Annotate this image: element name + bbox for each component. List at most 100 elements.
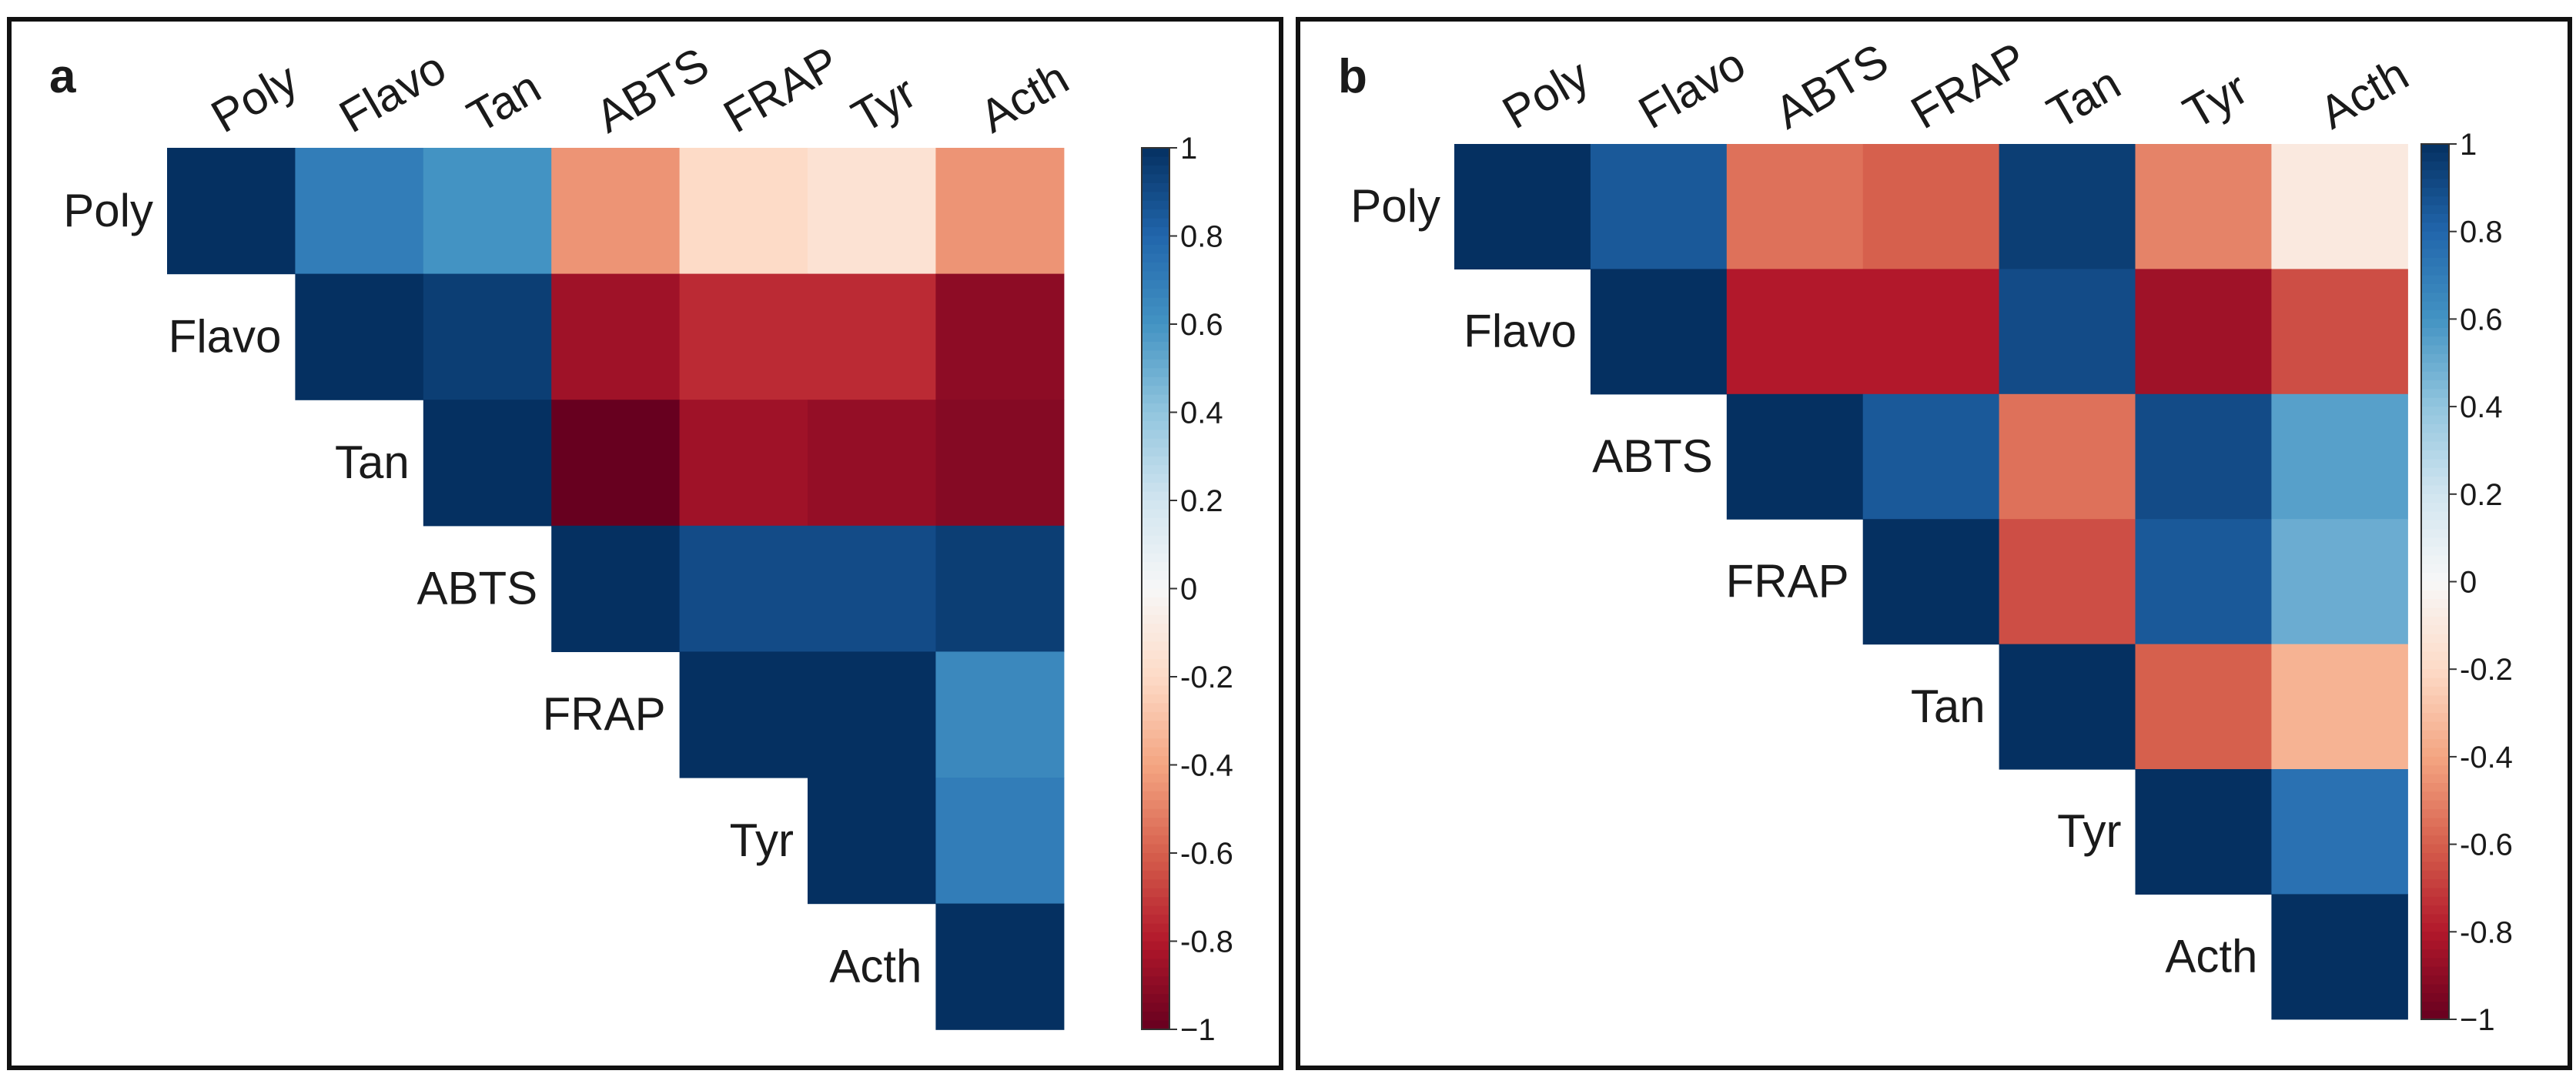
panel-b-colorbar-segment bbox=[2421, 511, 2449, 521]
panel-b-colorbar-segment bbox=[2421, 791, 2449, 801]
panel-a-colorbar-segment bbox=[1142, 289, 1169, 299]
panel-b-colorbar-segment bbox=[2421, 643, 2449, 653]
panel-b-colorbar-segment bbox=[2421, 966, 2449, 976]
panel-a-cell-poly-tyr bbox=[808, 148, 936, 275]
panel-b-frame bbox=[1296, 17, 2572, 1070]
panel-b-cell-tyr-acth bbox=[2271, 769, 2408, 895]
panel-a-colorbar-segment bbox=[1142, 588, 1169, 598]
panel-a-colorbar-segment bbox=[1142, 509, 1169, 519]
panel-b-colorbar-segment bbox=[2421, 721, 2449, 731]
panel-b-colorbar-segment bbox=[2421, 870, 2449, 880]
panel-b-colorbar-tick-label: -0.2 bbox=[2460, 653, 2513, 687]
panel-b-row-label-frap: FRAP bbox=[1726, 555, 1849, 607]
panel-b-colorbar-segment bbox=[2421, 179, 2449, 189]
panel-a-colorbar-segment bbox=[1142, 297, 1169, 307]
panel-a-colorbar-segment bbox=[1142, 888, 1169, 898]
panel-b-cell-poly-frap bbox=[1862, 144, 2000, 269]
panel-a-colorbar-segment bbox=[1142, 614, 1169, 624]
panel-a-frame bbox=[7, 17, 1283, 1070]
panel-a-colorbar-segment bbox=[1142, 818, 1169, 828]
panel-a-colorbar-segment bbox=[1142, 747, 1169, 757]
panel-a-colorbar-segment bbox=[1142, 826, 1169, 836]
panel-b-row-label-acth: Acth bbox=[2165, 931, 2257, 982]
panel-b-colorbar-segment bbox=[2421, 835, 2449, 845]
panel-b-colorbar-segment bbox=[2421, 327, 2449, 337]
panel-a-colorbar-segment bbox=[1142, 844, 1169, 854]
panel-b-cell-frap-acth bbox=[2271, 519, 2408, 645]
panel-a-colorbar-segment bbox=[1142, 659, 1169, 669]
panel-b-cell-abts-tan bbox=[1999, 393, 2136, 520]
panel-a-cell-abts-frap bbox=[679, 525, 808, 652]
panel-b-colorbar-segment bbox=[2421, 196, 2449, 206]
panel-b-row-label-abts: ABTS bbox=[1592, 430, 1713, 482]
panel-a-colorbar-segment bbox=[1142, 271, 1169, 281]
panel-a-colorbar-tick-label: 1 bbox=[1180, 132, 1197, 166]
panel-b-cell-poly-acth bbox=[2271, 144, 2408, 269]
panel-a-colorbar-segment bbox=[1142, 1012, 1169, 1022]
panel-b-cell-poly-flavo bbox=[1590, 144, 1728, 269]
panel-a-row-label-abts: ABTS bbox=[417, 563, 537, 614]
panel-a-colorbar-segment bbox=[1142, 580, 1169, 590]
panel-a-cell-abts-abts bbox=[551, 525, 681, 652]
panel-a-colorbar-segment bbox=[1142, 279, 1169, 289]
panel-b-colorbar-segment bbox=[2421, 739, 2449, 749]
panel-b-colorbar-segment bbox=[2421, 547, 2449, 556]
panel-b-colorbar-segment bbox=[2421, 345, 2449, 355]
panel-a-colorbar-segment bbox=[1142, 1020, 1169, 1030]
panel-a-colorbar-segment bbox=[1142, 870, 1169, 880]
panel-a-colorbar-segment bbox=[1142, 182, 1169, 192]
panel-a-colorbar-segment bbox=[1142, 174, 1169, 184]
panel-a-colorbar-segment bbox=[1142, 315, 1169, 325]
panel-b-colorbar-segment bbox=[2421, 704, 2449, 714]
panel-b-colorbar-segment bbox=[2421, 651, 2449, 661]
panel-b-cell-frap-tyr bbox=[2135, 519, 2272, 645]
panel-a-colorbar-tick-label: 0.2 bbox=[1180, 484, 1223, 518]
panel-a-cell-tyr-acth bbox=[935, 778, 1065, 905]
panel-b-colorbar-tick-label: 0.8 bbox=[2460, 216, 2503, 249]
panel-b-colorbar-tick-label: 1 bbox=[2460, 128, 2477, 162]
panel-a-cell-tan-frap bbox=[679, 400, 808, 527]
panel-b-colorbar-segment bbox=[2421, 634, 2449, 644]
panel-b-colorbar-segment bbox=[2421, 433, 2449, 443]
panel-b-colorbar-segment bbox=[2421, 765, 2449, 775]
panel-a-colorbar-segment bbox=[1142, 1002, 1169, 1012]
panel-b-cell-flavo-tan bbox=[1999, 269, 2136, 395]
panel-a-cell-acth-acth bbox=[935, 903, 1065, 1030]
panel-a-colorbar-segment bbox=[1142, 685, 1169, 695]
panel-a-cell-tyr-tyr bbox=[808, 778, 936, 905]
panel-a-colorbar-segment bbox=[1142, 650, 1169, 660]
panel-a-cell-flavo-abts bbox=[551, 273, 681, 400]
panel-a-colorbar-segment bbox=[1142, 165, 1169, 175]
panel-a-cell-flavo-frap bbox=[679, 273, 808, 400]
panel-a-cell-poly-poly bbox=[167, 148, 296, 275]
panel-a-row-label-tyr: Tyr bbox=[730, 815, 794, 866]
panel-a-colorbar-segment bbox=[1142, 711, 1169, 721]
panel-a-colorbar-segment bbox=[1142, 773, 1169, 783]
panel-a-colorbar-segment bbox=[1142, 218, 1169, 228]
panel-a-colorbar-segment bbox=[1142, 456, 1169, 466]
panel-a-colorbar-segment bbox=[1142, 641, 1169, 651]
panel-a-cells bbox=[167, 148, 1065, 1030]
panel-b-colorbar-segment bbox=[2421, 371, 2449, 381]
panel-a-colorbar-segment bbox=[1142, 473, 1169, 483]
panel-a-colorbar-segment bbox=[1142, 932, 1169, 942]
panel-a-colorbar-segment bbox=[1142, 156, 1169, 166]
panel-b-row-label-flavo: Flavo bbox=[1464, 306, 1577, 357]
panel-b-cell-poly-tan bbox=[1999, 144, 2136, 269]
panel-b-colorbar-segment bbox=[2421, 450, 2449, 460]
panel-a-cell-poly-abts bbox=[551, 148, 681, 275]
panel-b-colorbar-segment bbox=[2421, 477, 2449, 487]
panel-a-cell-flavo-tan bbox=[423, 273, 552, 400]
panel-b-cell-flavo-flavo bbox=[1590, 269, 1728, 395]
panel-b-colorbar-segment bbox=[2421, 529, 2449, 539]
panel-b-colorbar-segment bbox=[2421, 485, 2449, 495]
panel-a-row-label-acth: Acth bbox=[829, 940, 922, 992]
panel-a-colorbar-segment bbox=[1142, 721, 1169, 731]
panel-a-colorbar-segment bbox=[1142, 941, 1169, 951]
panel-b-cells bbox=[1454, 144, 2408, 1020]
panel-b-colorbar-segment bbox=[2421, 161, 2449, 171]
panel-a-colorbar-segment bbox=[1142, 262, 1169, 272]
panel-a-colorbar-segment bbox=[1142, 985, 1169, 995]
panel-b-colorbar-tick-label: 0.2 bbox=[2460, 478, 2503, 512]
